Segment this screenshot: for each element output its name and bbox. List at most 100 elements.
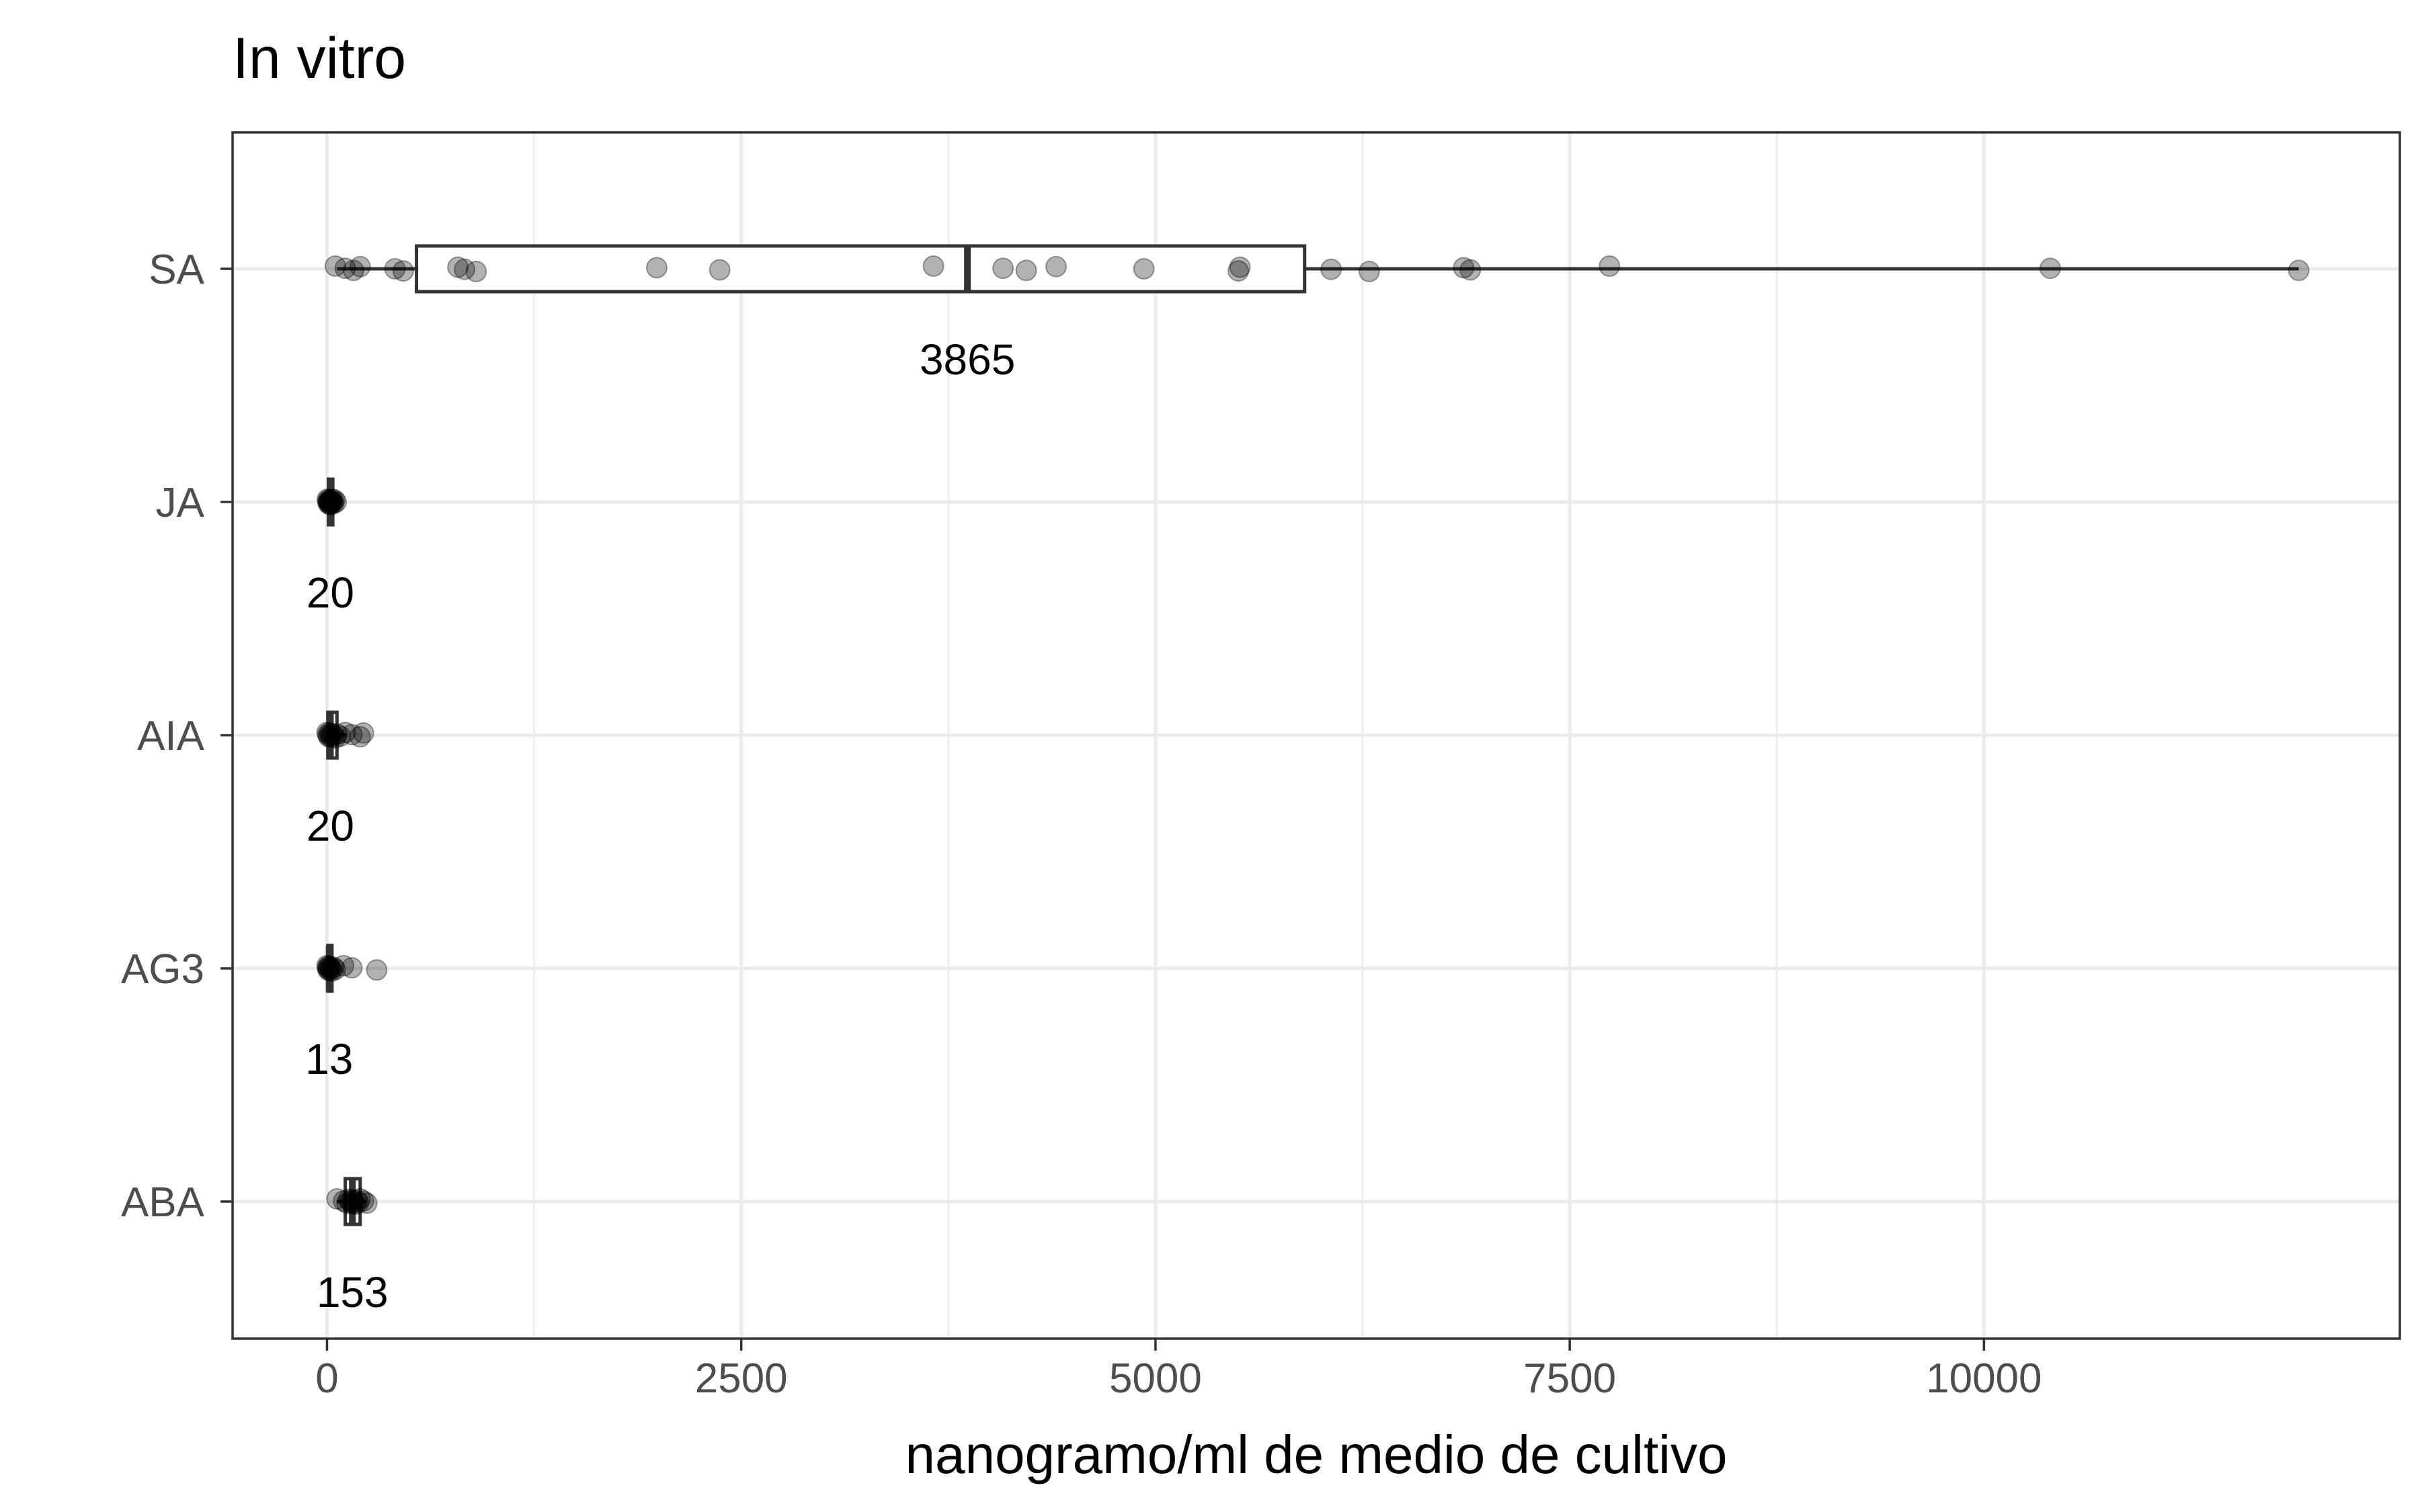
data-point xyxy=(317,957,339,979)
chart-title: In vitro xyxy=(233,26,406,91)
data-point xyxy=(324,727,346,749)
point-layer xyxy=(316,255,2310,1215)
data-point xyxy=(317,955,339,977)
data-point xyxy=(317,493,339,515)
data-point xyxy=(342,259,364,282)
data-point xyxy=(352,722,374,744)
data-point xyxy=(320,490,342,512)
data-point xyxy=(1227,260,1250,282)
data-point xyxy=(349,726,371,748)
data-point xyxy=(321,492,343,514)
data-point xyxy=(320,726,342,749)
data-point xyxy=(319,491,341,513)
data-point xyxy=(1599,255,1621,277)
data-point xyxy=(341,724,363,746)
data-point xyxy=(336,1192,358,1214)
data-point xyxy=(333,955,355,976)
median-label: 153 xyxy=(317,1268,389,1316)
data-point xyxy=(326,723,348,745)
data-point xyxy=(366,959,388,981)
data-point xyxy=(321,489,343,510)
x-axis-title: nanogramo/ml de medio de cultivo xyxy=(905,1425,1728,1484)
data-point xyxy=(341,1193,363,1215)
axis-layer: 0 2500 5000 7500 10000 SA JA AIA AG3 ABA xyxy=(121,247,2042,1402)
data-point xyxy=(321,722,343,745)
box-iqr xyxy=(415,244,1307,294)
data-point xyxy=(349,255,371,278)
data-point xyxy=(465,261,487,282)
data-point xyxy=(454,258,476,280)
x-tick-label: 7500 xyxy=(1523,1355,1616,1402)
data-point xyxy=(324,255,346,277)
data-point xyxy=(337,1188,360,1210)
data-point xyxy=(392,260,414,282)
data-point xyxy=(352,1190,374,1212)
grid-layer xyxy=(233,132,2400,1339)
data-point xyxy=(645,257,668,279)
data-point xyxy=(316,722,338,743)
data-point xyxy=(323,493,345,515)
x-tick-label: 2500 xyxy=(695,1355,788,1402)
y-tick-label: AIA xyxy=(137,713,205,759)
y-tick-label: JA xyxy=(156,480,205,526)
data-point xyxy=(322,491,344,513)
data-point xyxy=(334,257,356,280)
median-label: 13 xyxy=(305,1035,353,1083)
data-point xyxy=(1045,255,1067,278)
data-point xyxy=(709,259,731,281)
data-point xyxy=(992,257,1014,280)
data-point xyxy=(2039,257,2061,280)
data-point xyxy=(323,724,345,747)
data-point xyxy=(317,724,339,746)
y-tick-label: AG3 xyxy=(121,946,204,993)
data-point xyxy=(384,258,406,280)
data-point xyxy=(323,956,345,978)
median-label: 20 xyxy=(307,802,354,850)
data-point xyxy=(316,955,338,976)
data-point xyxy=(317,726,339,748)
data-point xyxy=(319,489,341,511)
y-tick-label: ABA xyxy=(121,1179,205,1226)
data-point xyxy=(1015,259,1037,282)
data-point xyxy=(320,958,342,980)
x-tick-label: 10000 xyxy=(1926,1355,2042,1402)
data-point xyxy=(324,958,346,980)
data-point xyxy=(333,1190,355,1212)
data-point xyxy=(447,256,469,278)
box-layer xyxy=(325,244,2299,1226)
data-point xyxy=(2288,259,2310,282)
data-point xyxy=(341,957,363,979)
x-tick-label: 5000 xyxy=(1109,1355,1202,1402)
data-point xyxy=(317,959,339,981)
data-point xyxy=(1320,258,1342,280)
data-point xyxy=(319,494,341,515)
data-point xyxy=(1453,257,1475,279)
data-point xyxy=(323,489,346,511)
data-point xyxy=(317,491,339,513)
median-label: 20 xyxy=(307,569,354,617)
data-point xyxy=(349,1188,371,1210)
data-point xyxy=(319,960,341,982)
data-point xyxy=(346,1189,368,1212)
data-point xyxy=(342,1191,364,1213)
data-point xyxy=(329,725,352,747)
data-point xyxy=(348,1191,370,1214)
data-point xyxy=(341,1189,364,1211)
data-point xyxy=(1133,258,1155,280)
x-tick-label: 0 xyxy=(315,1355,338,1402)
data-point xyxy=(319,724,341,746)
data-point xyxy=(325,491,348,513)
data-point xyxy=(356,1192,378,1214)
data-point xyxy=(344,1193,366,1215)
data-point xyxy=(318,958,340,979)
y-tick-label: SA xyxy=(149,247,204,293)
data-point xyxy=(922,255,944,277)
data-point xyxy=(318,491,340,513)
data-point xyxy=(319,493,341,515)
data-point xyxy=(317,489,339,511)
data-point xyxy=(319,956,341,978)
data-point xyxy=(1358,261,1380,282)
data-point xyxy=(1229,256,1251,278)
